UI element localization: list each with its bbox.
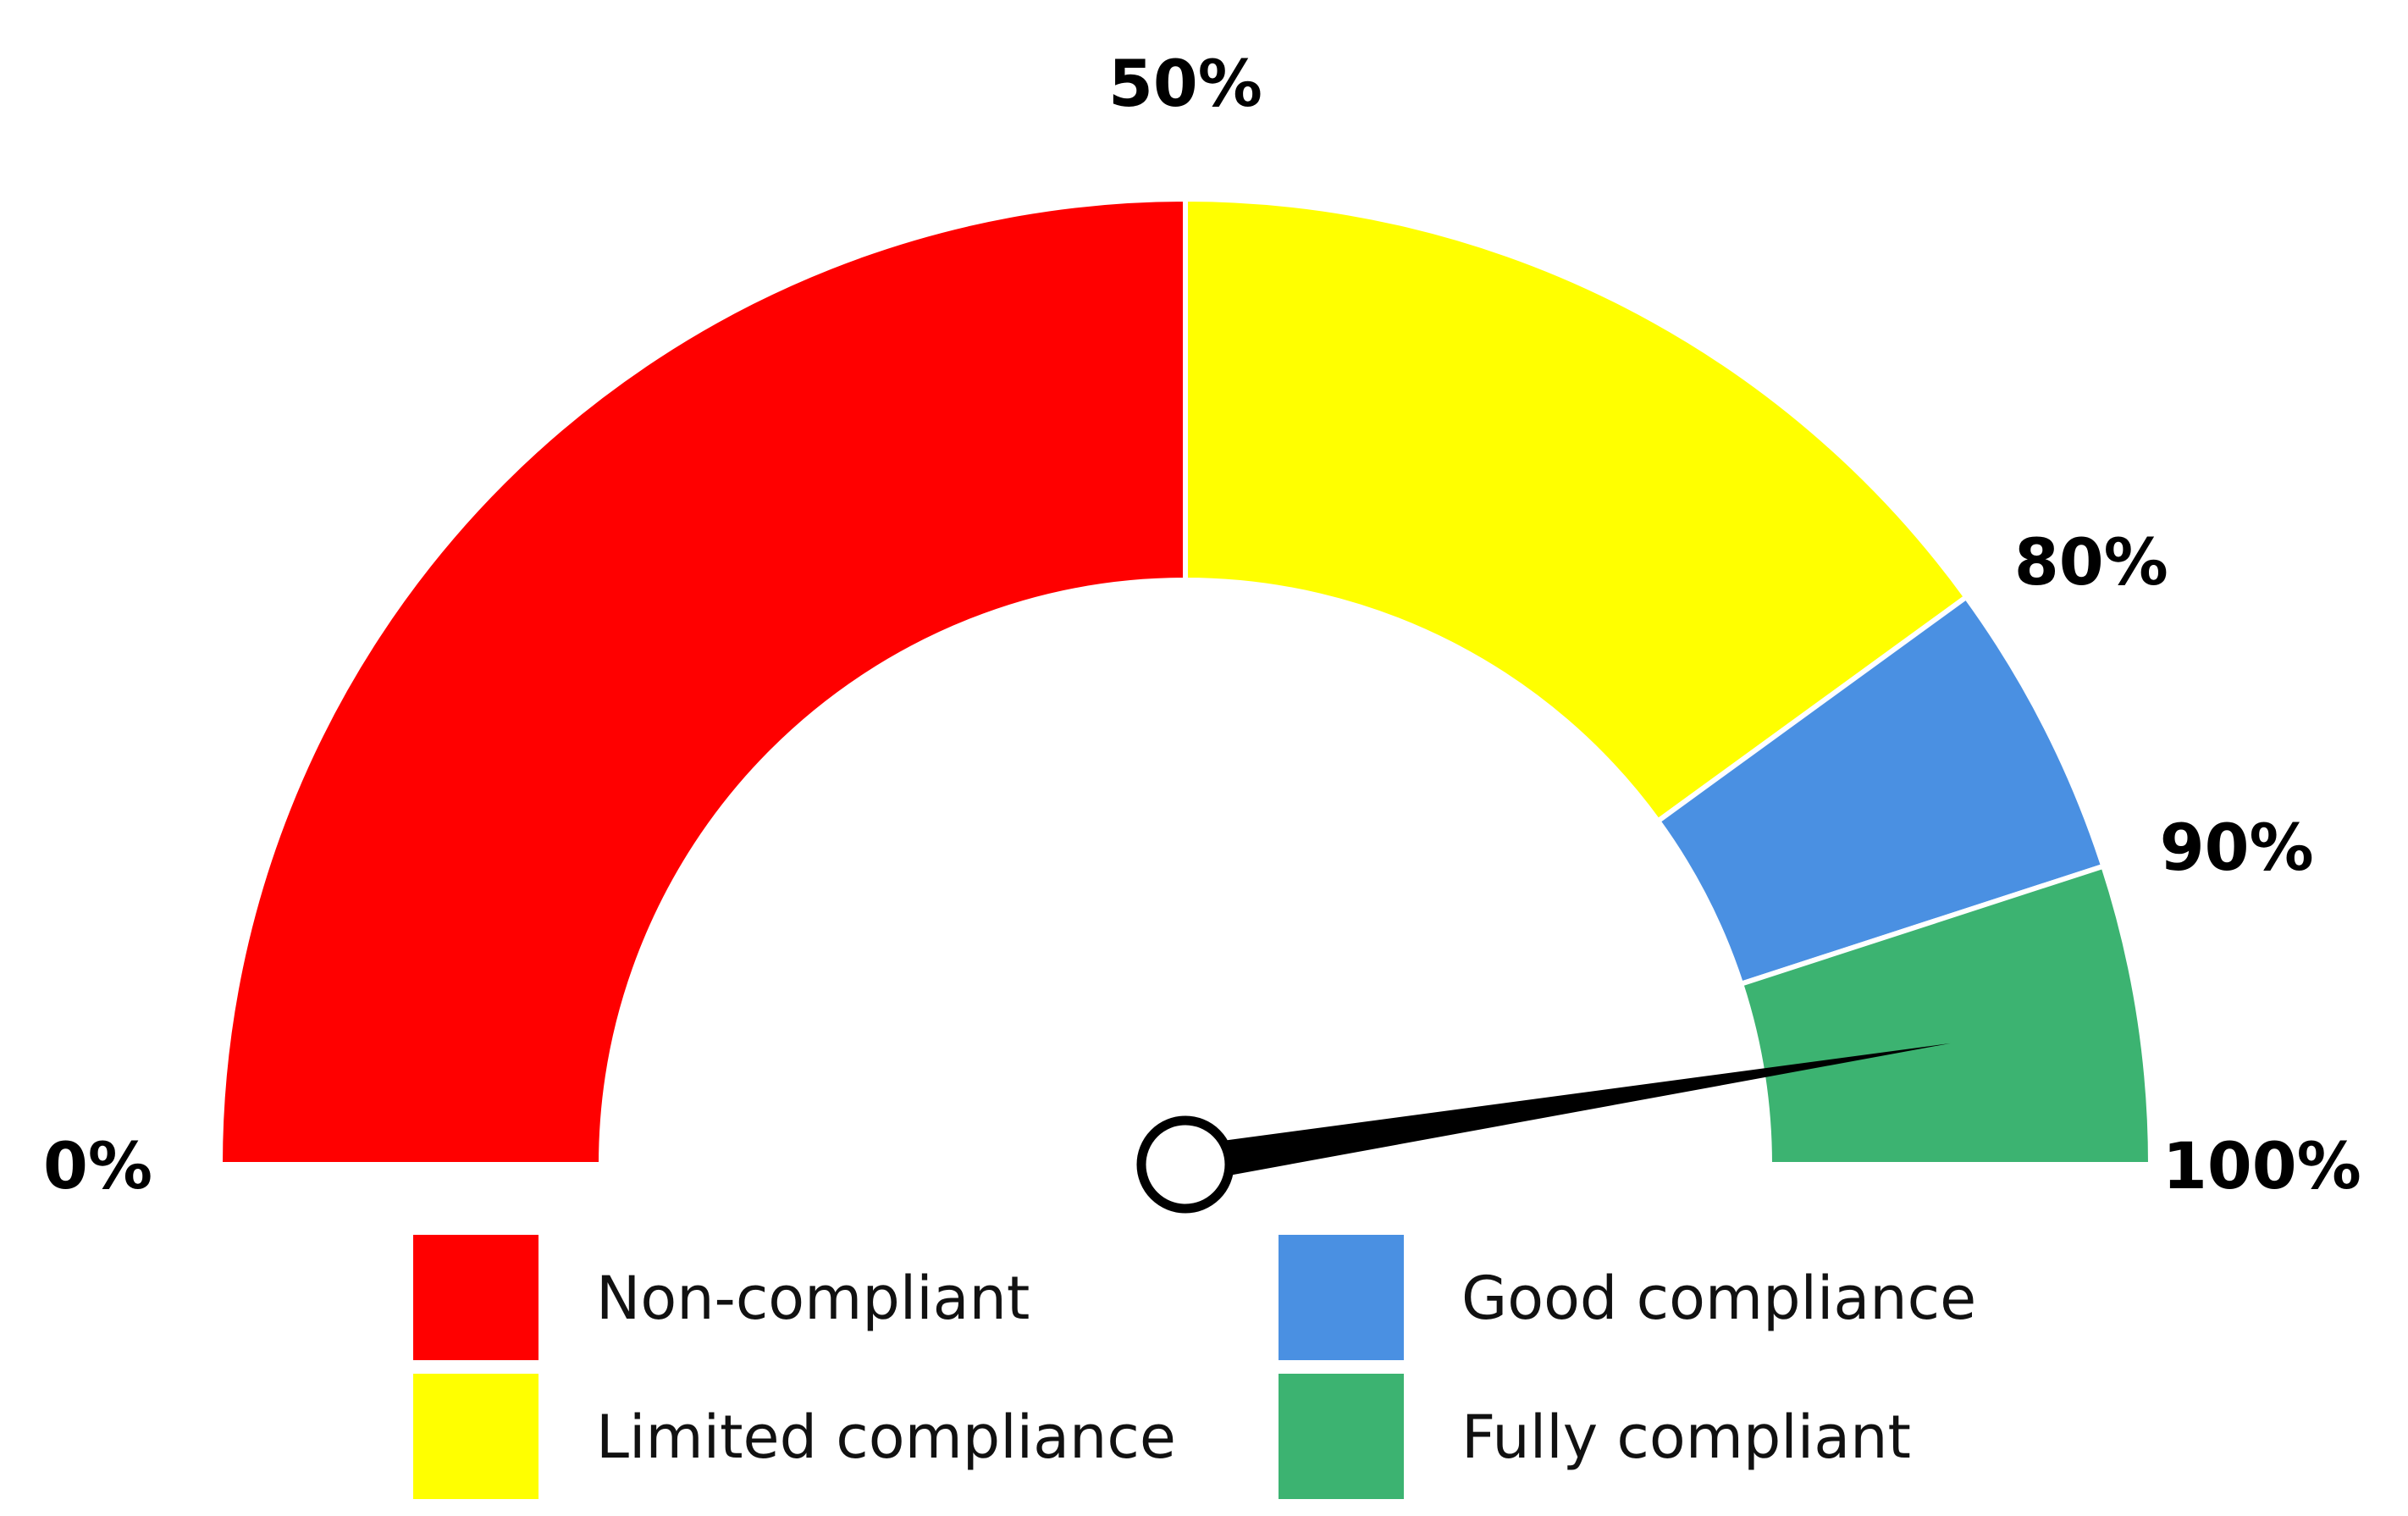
- legend-item-non-compliant: Non-compliant: [413, 1235, 1030, 1360]
- legend-item-fully-compliant: Fully compliant: [1279, 1374, 1911, 1499]
- gauge-needle-group: [1136, 1043, 1951, 1214]
- chart-legend: Non-compliant Limited compliance Good comp…: [413, 1235, 1976, 1499]
- tick-label-90: 90%: [2160, 810, 2314, 885]
- gauge-bands: [217, 196, 2154, 1167]
- tick-label-50: 50%: [1108, 46, 1262, 121]
- legend-swatch-fully-compliant: [1279, 1374, 1404, 1499]
- legend-label-good-compliance: Good compliance: [1461, 1264, 1976, 1333]
- tick-label-0: 0%: [43, 1128, 152, 1203]
- legend-swatch-non-compliant: [413, 1235, 538, 1360]
- gauge-needle: [1182, 1043, 1951, 1183]
- legend-item-limited-compliance: Limited compliance: [413, 1374, 1176, 1499]
- gauge-band-fully-compliant: [1737, 862, 2154, 1167]
- gauge-band-limited-compliance: [1183, 196, 1970, 825]
- legend-label-fully-compliant: Fully compliant: [1461, 1403, 1911, 1472]
- gauge-needle-hub: [1136, 1115, 1234, 1214]
- tick-label-80: 80%: [2014, 524, 2168, 600]
- legend-swatch-good-compliance: [1279, 1235, 1404, 1360]
- gauge-band-non-compliant: [217, 196, 1188, 1167]
- legend-label-non-compliant: Non-compliant: [596, 1264, 1030, 1333]
- legend-item-good-compliance: Good compliance: [1279, 1235, 1976, 1360]
- legend-swatch-limited-compliance: [413, 1374, 538, 1499]
- gauge-tick-labels: 0% 50% 80% 90% 100%: [43, 46, 2361, 1203]
- tick-label-100: 100%: [2162, 1128, 2361, 1203]
- legend-label-limited-compliance: Limited compliance: [596, 1403, 1176, 1472]
